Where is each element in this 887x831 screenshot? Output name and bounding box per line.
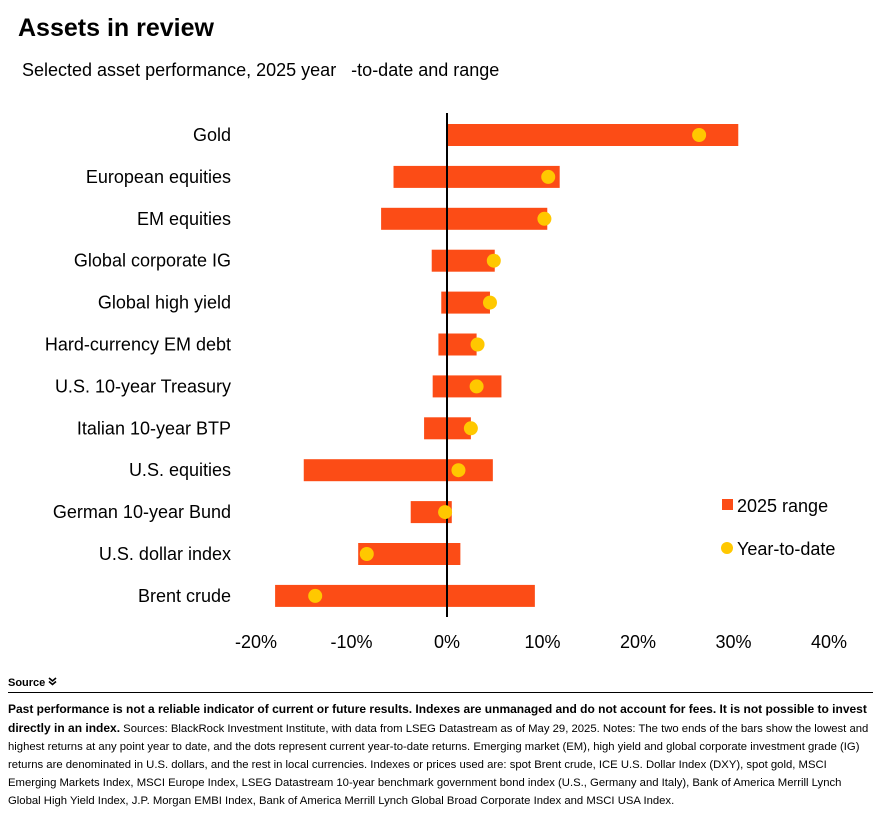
x-tick-20: -20% <box>235 632 277 652</box>
chevron-double-down-icon <box>48 677 57 689</box>
legend-range-swatch <box>722 499 733 510</box>
range-bar-global-corporate-ig <box>431 249 495 272</box>
legend-ytd-swatch <box>721 542 733 554</box>
category-label-brent-crude: Brent crude <box>138 586 231 606</box>
x-tick-40: 40% <box>811 632 847 652</box>
range-bar-brent-crude <box>275 584 535 607</box>
category-labels: Gold European equities EM equities Global c… <box>45 125 231 606</box>
ytd-dot-italian-10-year-btp <box>463 421 478 436</box>
range-chart: Gold European equities EM equities Global c… <box>45 113 847 652</box>
category-label-u-s-10-year-treasury: U.S. 10-year Treasury <box>55 376 231 396</box>
x-tick-10: 10% <box>524 632 560 652</box>
source-toggle[interactable]: Source <box>8 677 57 689</box>
ytd-dot-u-s-equities <box>451 463 466 478</box>
range-bar-u-s-equities <box>303 459 493 482</box>
x-tick-10: -10% <box>330 632 372 652</box>
notes-text: Sources: BlackRock Investment Institute,… <box>8 723 869 807</box>
page-title: Assets in review <box>18 14 214 42</box>
ytd-dot-german-10-year-bund <box>438 505 453 520</box>
source-toggle-label: Source <box>8 677 46 689</box>
x-tick-20: 20% <box>620 632 656 652</box>
category-label-european-equities: European equities <box>86 167 231 187</box>
range-bar-european-equities <box>393 165 560 188</box>
x-tick-30: 30% <box>715 632 751 652</box>
category-label-german-10-year-bund: German 10-year Bund <box>53 502 231 522</box>
ytd-dot-global-high-yield <box>482 295 497 310</box>
ytd-dot-em-equities <box>537 211 552 226</box>
category-label-gold: Gold <box>193 125 231 145</box>
legend: 2025 range Year-to-date <box>721 496 835 559</box>
ytd-dot-european-equities <box>541 169 556 184</box>
page-subtitle: Selected asset performance, 2025 year -t… <box>22 60 500 80</box>
ytd-dot-u-s-dollar-index <box>359 547 374 561</box>
category-label-u-s-equities: U.S. equities <box>129 460 231 480</box>
category-label-global-corporate-ig: Global corporate IG <box>74 251 231 271</box>
category-label-u-s-dollar-index: U.S. dollar index <box>99 544 231 564</box>
ytd-dot-brent-crude <box>308 588 323 603</box>
category-label-em-equities: EM equities <box>137 209 231 229</box>
source-notes: Past performance is not a reliable indic… <box>8 700 873 810</box>
range-bar-global-high-yield <box>441 291 490 314</box>
range-bars <box>275 124 739 607</box>
x-tick-0: 0% <box>434 632 460 652</box>
range-bar-u-s-10-year-treasury <box>432 375 502 398</box>
range-bar-em-equities <box>381 207 548 230</box>
disclaimer-text: Past performance is not a reliable indic… <box>8 702 867 735</box>
range-bar-u-s-dollar-index <box>358 543 461 565</box>
legend-range-label: 2025 range <box>737 496 828 516</box>
ytd-dot-hard-currency-em-debt <box>470 337 485 352</box>
x-tick-labels: -20% -10% 0% 10% 20% 30% 40% <box>235 632 847 652</box>
ytd-dot-global-corporate-ig <box>486 253 501 268</box>
legend-ytd-label: Year-to-date <box>737 539 835 559</box>
category-label-global-high-yield: Global high yield <box>98 293 231 313</box>
ytd-dot-gold <box>692 128 707 142</box>
ytd-dot-u-s-10-year-treasury <box>469 379 484 394</box>
category-label-italian-10-year-btp: Italian 10-year BTP <box>77 418 231 438</box>
range-bar-gold <box>447 124 739 146</box>
ytd-dots <box>308 128 707 603</box>
source-divider <box>8 692 873 693</box>
category-label-hard-currency-em-debt: Hard-currency EM debt <box>45 335 231 355</box>
